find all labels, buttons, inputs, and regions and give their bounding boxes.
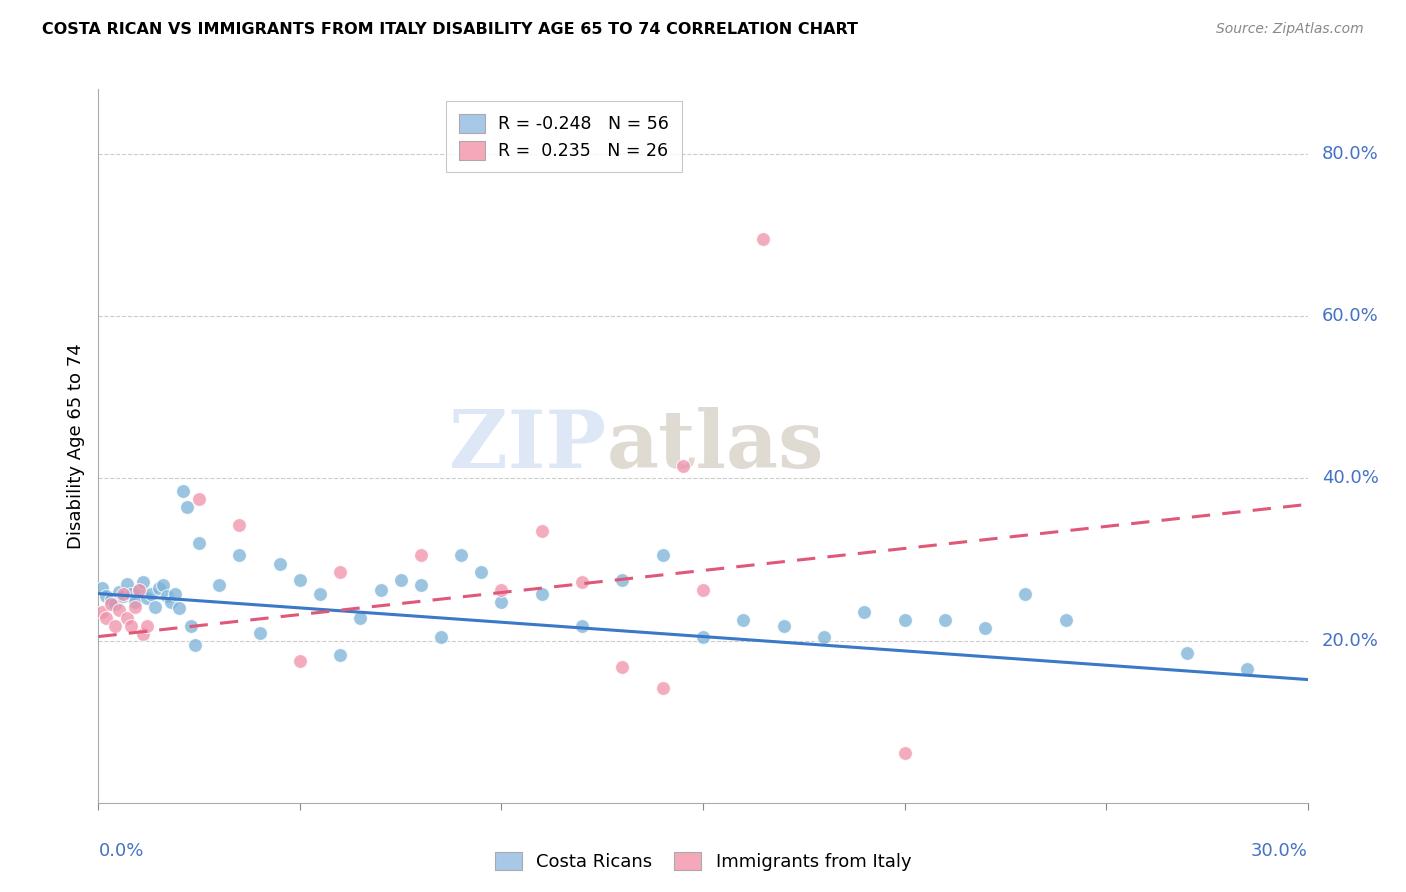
- Text: 60.0%: 60.0%: [1322, 307, 1379, 326]
- Text: 80.0%: 80.0%: [1322, 145, 1379, 163]
- Point: [733, 613, 755, 627]
- Point: [530, 524, 553, 538]
- Point: [135, 619, 157, 633]
- Text: atlas: atlas: [606, 407, 824, 485]
- Point: [450, 549, 472, 563]
- Point: [188, 536, 211, 550]
- Point: [160, 595, 183, 609]
- Point: [772, 619, 794, 633]
- Point: [934, 613, 956, 627]
- Point: [612, 573, 634, 587]
- Point: [228, 518, 250, 533]
- Point: [1236, 662, 1258, 676]
- Legend: Costa Ricans, Immigrants from Italy: Costa Ricans, Immigrants from Italy: [488, 845, 918, 879]
- Point: [430, 630, 453, 644]
- Point: [148, 581, 170, 595]
- Point: [115, 611, 138, 625]
- Point: [249, 625, 271, 640]
- Point: [115, 577, 138, 591]
- Point: [329, 565, 352, 579]
- Point: [228, 549, 250, 563]
- Point: [100, 593, 122, 607]
- Point: [1175, 646, 1198, 660]
- Point: [491, 583, 513, 598]
- Point: [120, 619, 142, 633]
- Point: [167, 601, 190, 615]
- Point: [91, 581, 114, 595]
- Point: [188, 491, 211, 506]
- Point: [103, 597, 125, 611]
- Point: [349, 611, 371, 625]
- Point: [156, 589, 179, 603]
- Point: [893, 746, 915, 760]
- Point: [111, 589, 134, 603]
- Point: [409, 549, 432, 563]
- Point: [269, 557, 291, 571]
- Point: [612, 659, 634, 673]
- Point: [1054, 613, 1077, 627]
- Point: [329, 648, 352, 663]
- Point: [128, 583, 150, 598]
- Point: [111, 586, 134, 600]
- Point: [752, 232, 775, 246]
- Point: [139, 586, 162, 600]
- Point: [135, 591, 157, 606]
- Text: 30.0%: 30.0%: [1251, 842, 1308, 860]
- Point: [180, 619, 202, 633]
- Point: [974, 622, 997, 636]
- Point: [409, 578, 432, 592]
- Point: [163, 586, 186, 600]
- Legend: R = -0.248   N = 56, R =  0.235   N = 26: R = -0.248 N = 56, R = 0.235 N = 26: [446, 102, 682, 172]
- Point: [370, 583, 392, 598]
- Point: [651, 681, 673, 695]
- Point: [100, 597, 122, 611]
- Text: 20.0%: 20.0%: [1322, 632, 1379, 649]
- Point: [124, 599, 146, 614]
- Point: [91, 605, 114, 619]
- Point: [288, 654, 311, 668]
- Point: [571, 575, 593, 590]
- Point: [96, 611, 118, 625]
- Point: [172, 483, 194, 498]
- Point: [389, 573, 412, 587]
- Text: COSTA RICAN VS IMMIGRANTS FROM ITALY DISABILITY AGE 65 TO 74 CORRELATION CHART: COSTA RICAN VS IMMIGRANTS FROM ITALY DIS…: [42, 22, 858, 37]
- Text: 40.0%: 40.0%: [1322, 469, 1379, 487]
- Point: [491, 595, 513, 609]
- Point: [124, 595, 146, 609]
- Point: [176, 500, 198, 514]
- Point: [1014, 586, 1036, 600]
- Point: [143, 599, 166, 614]
- Y-axis label: Disability Age 65 to 74: Disability Age 65 to 74: [66, 343, 84, 549]
- Point: [184, 638, 207, 652]
- Point: [288, 573, 311, 587]
- Point: [103, 619, 125, 633]
- Point: [96, 589, 118, 603]
- Point: [530, 586, 553, 600]
- Point: [132, 575, 155, 590]
- Point: [651, 549, 673, 563]
- Point: [571, 619, 593, 633]
- Text: 0.0%: 0.0%: [98, 842, 143, 860]
- Point: [208, 578, 231, 592]
- Point: [853, 605, 876, 619]
- Point: [692, 630, 714, 644]
- Point: [470, 565, 492, 579]
- Point: [107, 585, 129, 599]
- Point: [309, 586, 332, 600]
- Point: [120, 586, 142, 600]
- Text: Source: ZipAtlas.com: Source: ZipAtlas.com: [1216, 22, 1364, 37]
- Point: [893, 613, 915, 627]
- Point: [152, 578, 174, 592]
- Point: [128, 583, 150, 598]
- Point: [672, 459, 695, 474]
- Text: ZIP: ZIP: [450, 407, 606, 485]
- Point: [132, 627, 155, 641]
- Point: [107, 603, 129, 617]
- Point: [813, 630, 835, 644]
- Point: [692, 583, 714, 598]
